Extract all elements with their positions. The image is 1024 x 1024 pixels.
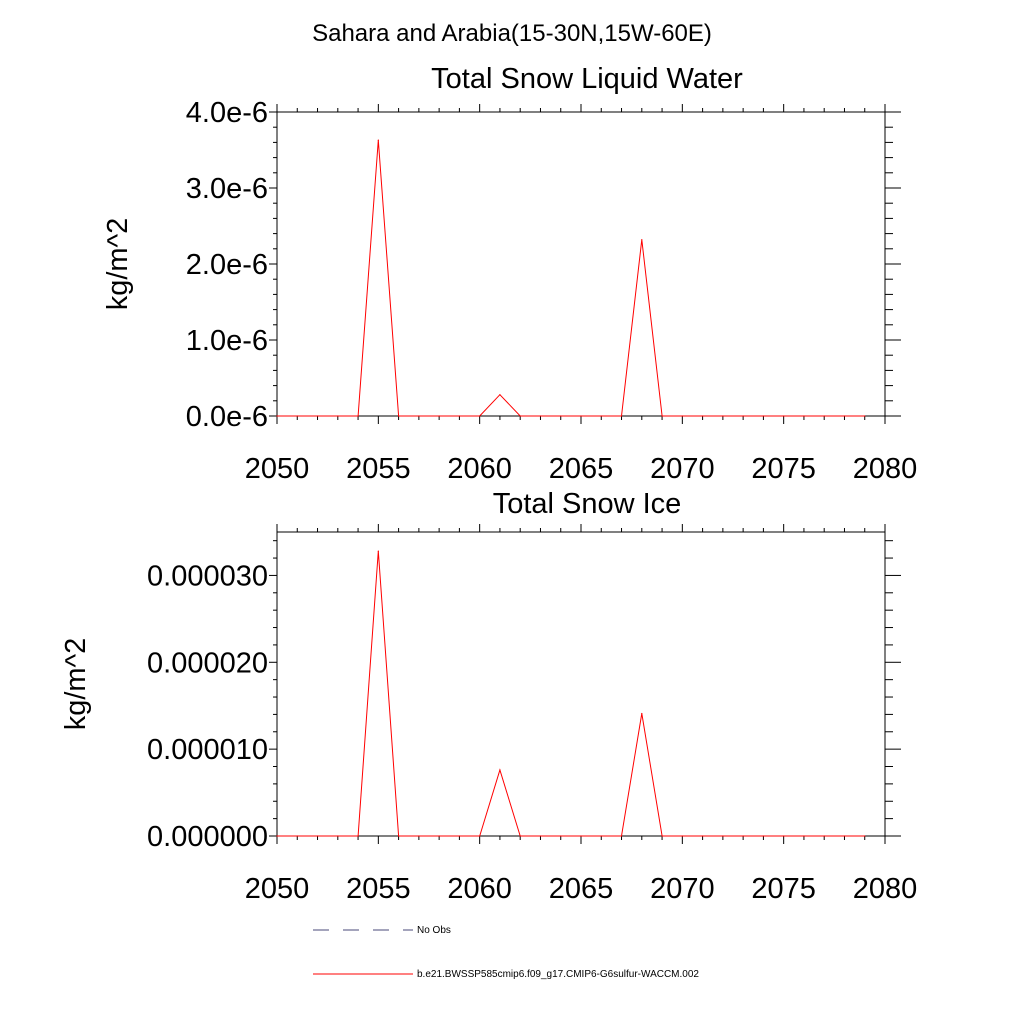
x-tick-label: 2070 bbox=[650, 453, 715, 485]
data-point bbox=[398, 415, 400, 417]
data-point bbox=[499, 394, 501, 396]
data-point bbox=[296, 415, 298, 417]
y-axis-label: kg/m^2 bbox=[102, 218, 134, 311]
x-tick-label: 2050 bbox=[245, 453, 310, 485]
data-point bbox=[823, 415, 825, 417]
x-tick-label: 2050 bbox=[245, 873, 310, 905]
data-point bbox=[702, 835, 704, 837]
data-point bbox=[762, 835, 765, 837]
data-point bbox=[661, 835, 663, 837]
data-point bbox=[539, 835, 542, 837]
data-point bbox=[398, 835, 400, 837]
y-tick-label: 2.0e-6 bbox=[186, 249, 268, 281]
y-tick-label: 1.0e-6 bbox=[186, 325, 268, 357]
x-tick-label: 2065 bbox=[549, 453, 614, 485]
data-point bbox=[296, 835, 298, 837]
data-point bbox=[843, 415, 846, 417]
plot-frame bbox=[276, 111, 886, 417]
legend-label-model: b.e21.BWSSP585cmip6.f09_g17.CMIP6-G6sulf… bbox=[417, 969, 699, 980]
data-point bbox=[580, 835, 582, 837]
data-point bbox=[803, 835, 805, 837]
data-point bbox=[742, 415, 744, 417]
data-point bbox=[803, 415, 805, 417]
plot-frame bbox=[276, 531, 886, 837]
data-point bbox=[661, 415, 663, 417]
data-point bbox=[600, 415, 602, 417]
data-point bbox=[722, 415, 724, 417]
y-tick-label: 0.000030 bbox=[147, 560, 268, 592]
y-tick-label: 4.0e-6 bbox=[186, 97, 268, 129]
y-tick-label: 0.000000 bbox=[147, 821, 268, 853]
data-point bbox=[458, 415, 460, 417]
x-tick-label: 2075 bbox=[751, 453, 816, 485]
data-point bbox=[377, 139, 379, 141]
data-point bbox=[519, 835, 521, 837]
data-point bbox=[458, 835, 460, 837]
data-point bbox=[438, 835, 440, 837]
data-point bbox=[620, 415, 623, 417]
data-point bbox=[316, 415, 319, 417]
data-point bbox=[357, 415, 359, 417]
x-tick-label: 2075 bbox=[751, 873, 816, 905]
data-point bbox=[357, 835, 359, 837]
x-tick-label: 2055 bbox=[346, 873, 411, 905]
y-tick-label: 0.0e-6 bbox=[186, 401, 268, 433]
data-point bbox=[722, 835, 724, 837]
x-tick-label: 2070 bbox=[650, 873, 715, 905]
data-point bbox=[337, 415, 339, 417]
data-point bbox=[681, 415, 683, 417]
data-point bbox=[560, 415, 562, 417]
x-tick-label: 2065 bbox=[549, 873, 614, 905]
chart-title: Total Snow Ice bbox=[493, 488, 682, 520]
data-point bbox=[742, 835, 744, 837]
panel-snow-ice: Total Snow Ice 2050 2055 2060 2065 2070 2075 20… bbox=[60, 488, 917, 905]
chart-title: Total Snow Liquid Water bbox=[431, 63, 743, 95]
x-tick-label: 2080 bbox=[853, 453, 918, 485]
series-line bbox=[277, 551, 865, 837]
data-point bbox=[681, 835, 683, 837]
y-tick-label: 0.000020 bbox=[147, 647, 268, 679]
legend: No Obs b.e21.BWSSP585cmip6.f09_g17.CMIP6… bbox=[313, 925, 699, 980]
data-point bbox=[580, 415, 582, 417]
data-point bbox=[377, 550, 379, 552]
y-axis-label: kg/m^2 bbox=[60, 638, 92, 731]
legend-label-no-obs: No Obs bbox=[417, 925, 451, 936]
page-title: Sahara and Arabia(15-30N,15W-60E) bbox=[312, 20, 712, 47]
data-point bbox=[418, 415, 420, 417]
y-tick-label: 0.000010 bbox=[147, 734, 268, 766]
data-point bbox=[641, 712, 643, 715]
data-point bbox=[337, 835, 339, 837]
data-point bbox=[519, 415, 521, 417]
data-point bbox=[843, 835, 846, 837]
x-tick-label: 2060 bbox=[447, 453, 512, 485]
panel-snow-liquid-water: Total Snow Liquid Water 2050 2055 2060 2065 2… bbox=[102, 63, 917, 485]
data-point bbox=[783, 835, 785, 837]
data-point bbox=[539, 415, 542, 417]
data-point bbox=[438, 415, 440, 417]
data-point bbox=[276, 835, 278, 837]
data-point bbox=[276, 415, 278, 417]
data-point bbox=[620, 835, 623, 837]
data-point bbox=[864, 835, 866, 837]
data-point bbox=[560, 835, 562, 837]
data-point bbox=[418, 835, 420, 837]
data-point bbox=[641, 239, 643, 241]
x-tick-label: 2060 bbox=[447, 873, 512, 905]
data-point bbox=[499, 769, 501, 771]
data-point bbox=[864, 415, 866, 417]
x-tick-label: 2080 bbox=[853, 873, 918, 905]
data-point bbox=[783, 415, 785, 417]
data-point bbox=[479, 835, 481, 837]
y-tick-label: 3.0e-6 bbox=[186, 173, 268, 205]
data-point bbox=[762, 415, 765, 417]
data-point bbox=[702, 415, 704, 417]
x-tick-label: 2055 bbox=[346, 453, 411, 485]
data-point bbox=[479, 415, 481, 417]
data-point bbox=[600, 835, 602, 837]
data-point bbox=[316, 835, 319, 837]
series-line bbox=[277, 140, 865, 417]
data-point bbox=[823, 835, 825, 837]
